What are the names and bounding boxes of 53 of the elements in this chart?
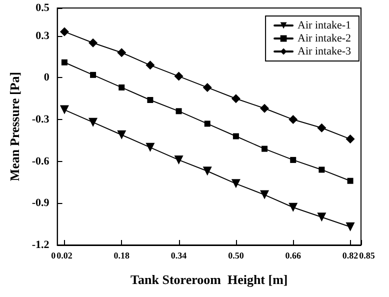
x-tick-label: 0.50 (228, 250, 244, 260)
point (317, 212, 326, 222)
y-tick-label: -0.3 (32, 114, 50, 126)
x-tick-label: 0.34 (170, 250, 188, 260)
y-tick-label: 0 (44, 72, 50, 84)
point (174, 72, 184, 81)
y-axis-title: Mean Pressure [Pa] (7, 72, 22, 182)
point (88, 118, 98, 127)
point (60, 27, 69, 36)
y-tick-label: 0.3 (36, 30, 50, 42)
point (117, 48, 126, 58)
point (347, 178, 354, 184)
x-tick-label: 0.66 (285, 250, 302, 260)
point (262, 146, 268, 152)
point (290, 156, 296, 163)
point (260, 104, 270, 113)
point (318, 166, 325, 173)
point (118, 84, 125, 90)
point (202, 82, 212, 92)
legend-label: Air intake-1 (298, 20, 351, 32)
point (117, 130, 126, 140)
point (60, 105, 69, 114)
x-tick-label: 0.02 (56, 250, 73, 260)
point (176, 108, 182, 114)
point (260, 190, 270, 200)
x-tick-label: 0.18 (114, 250, 130, 260)
x-tick-label: 0 (51, 250, 56, 260)
point (202, 166, 212, 176)
point (174, 155, 184, 164)
x-axis-title: Tank Storeroom Height [m] (130, 272, 288, 287)
point (231, 94, 240, 104)
point (90, 72, 96, 78)
point (147, 97, 154, 104)
point (231, 179, 240, 188)
point (346, 222, 355, 232)
point (232, 133, 239, 140)
point (88, 38, 98, 48)
legend-label: Air intake-3 (298, 46, 352, 58)
point (146, 60, 155, 70)
point (346, 134, 355, 144)
y-tick-label: 0.5 (36, 2, 50, 14)
point (146, 142, 155, 152)
point (288, 202, 298, 212)
x-tick-label: 0.82 (342, 250, 359, 260)
point (204, 120, 210, 127)
x-tick-label: 0.85 (359, 250, 376, 260)
point (61, 59, 68, 66)
y-tick-label: -1.2 (32, 239, 50, 251)
point (317, 123, 326, 132)
point (288, 115, 298, 124)
y-tick-label: -0.6 (32, 155, 50, 168)
y-tick-label: -0.9 (32, 197, 50, 210)
legend-label: Air intake-2 (298, 32, 351, 44)
